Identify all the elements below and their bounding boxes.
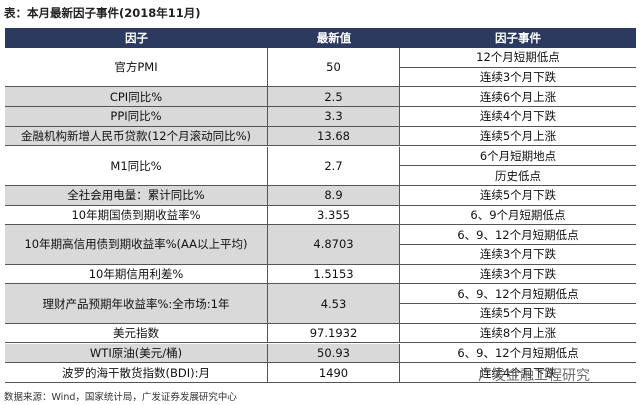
table-title: 表：本月最新因子事件(2018年11月): [4, 6, 201, 20]
value-cell: 8.9: [268, 185, 400, 206]
header-cell: 最新值: [268, 28, 400, 48]
event-cell: 连续4个月下跌: [400, 363, 636, 383]
factor-cell: PPI同比%: [5, 107, 268, 127]
factor-cell: 10年期高信用债到期收益率%(AA以上平均): [5, 225, 268, 265]
source-note: 数据来源：Wind，国家统计局，广发证券发展研究中心: [4, 392, 237, 403]
header-cell: 因子: [5, 28, 268, 48]
event-cell: 连续6个月上涨: [400, 87, 636, 108]
value-cell: 1.5153: [268, 264, 400, 285]
event-cell: 6个月短期地点: [400, 147, 636, 167]
watermark: 广发金融工程研究: [478, 368, 590, 384]
value-cell: 97.1932: [268, 323, 400, 344]
event-cell: 连续3个月下跌: [400, 68, 636, 88]
factor-cell: 全社会用电量：累计同比%: [5, 185, 268, 206]
header-cell: 因子事件: [400, 28, 636, 48]
event-cell: 历史低点: [400, 166, 636, 186]
event-cell: 连续3个月下跌: [400, 245, 636, 265]
value-cell: 50.93: [268, 343, 400, 364]
value-cell: 13.68: [268, 126, 400, 147]
value-cell: 3.355: [268, 205, 400, 226]
event-cell: 连续8个月上涨: [400, 324, 636, 344]
factor-cell: 美元指数: [5, 323, 268, 344]
event-cell: 连续5个月下跌: [400, 304, 636, 324]
factor-cell: M1同比%: [5, 146, 268, 186]
event-cell: 12个月短期低点: [400, 48, 636, 68]
factor-cell: WTI原油(美元/桶): [5, 343, 268, 364]
event-cell: 6、9、12个月短期低点: [400, 225, 636, 245]
value-cell: 2.5: [268, 87, 400, 108]
value-cell: 50: [268, 48, 400, 88]
factor-cell: 波罗的海干散货指数(BDI):月: [5, 363, 268, 383]
factor-cell: CPI同比%: [5, 87, 268, 108]
factor-cell: 理财产品预期年收益率%:全市场:1年: [5, 284, 268, 324]
event-cell: 6、9、12个月短期低点: [400, 284, 636, 305]
factor-cell: 金融机构新增人民币贷款(12个月滚动同比%): [5, 126, 268, 147]
event-cell: 连续5个月下跌: [400, 186, 636, 206]
value-cell: 2.7: [268, 146, 400, 186]
factor-cell: 官方PMI: [5, 48, 268, 88]
value-cell: 4.53: [268, 284, 400, 324]
value-cell: 3.3: [268, 107, 400, 127]
factor-cell: 10年期国债到期收益率%: [5, 205, 268, 226]
value-cell: 1490: [268, 363, 400, 383]
event-cell: 6、9个月短期低点: [400, 206, 636, 226]
factor-cell: 10年期信用利差%: [5, 264, 268, 285]
event-cell: 连续4个月下跌: [400, 107, 636, 127]
event-cell: 连续5个月上涨: [400, 127, 636, 147]
event-cell: 连续3个月下跌: [400, 265, 636, 285]
event-cell: 6、9、12个月短期低点: [400, 344, 636, 364]
value-cell: 4.8703: [268, 225, 400, 265]
